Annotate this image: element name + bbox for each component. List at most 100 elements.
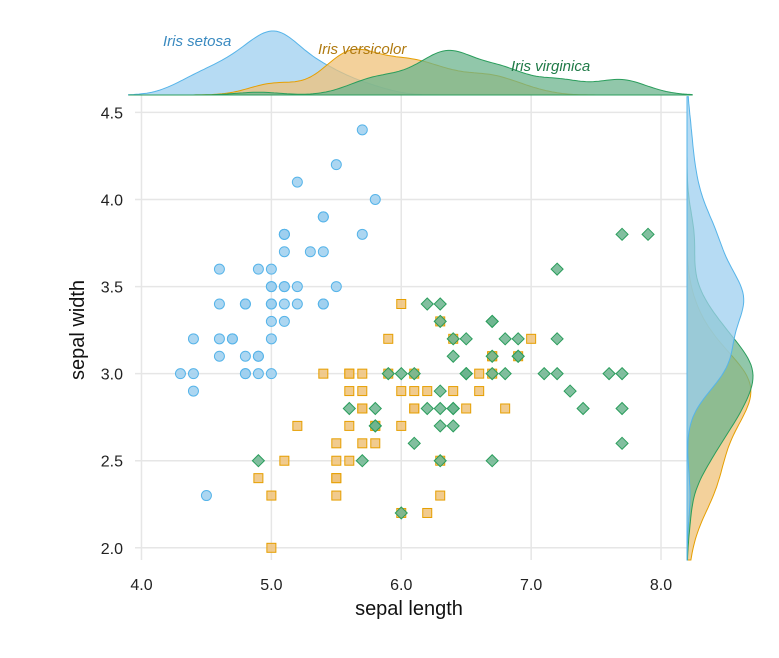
label-virginica: Iris virginica [511,58,590,75]
point-setosa [174,368,186,380]
point-versicolor [474,386,485,397]
point-versicolor [357,403,368,414]
point-setosa [356,124,368,136]
point-virginica [420,401,434,416]
y-tick-label: 4.0 [101,192,123,209]
point-setosa [265,281,277,293]
point-setosa [187,368,199,380]
point-versicolor [279,455,290,466]
point-versicolor [266,542,277,553]
point-versicolor [526,333,537,344]
point-versicolor [461,403,472,414]
point-virginica [433,454,447,468]
point-setosa [200,490,212,502]
point-versicolor [422,386,433,397]
y-tick-label: 4.5 [101,105,123,122]
point-virginica [433,314,447,329]
point-virginica [511,349,525,363]
point-virginica [446,401,460,416]
point-versicolor [396,298,407,309]
point-virginica [641,227,655,242]
right-marginal-density [686,96,754,561]
point-setosa [265,263,277,275]
point-versicolor [396,420,407,431]
point-setosa [265,298,277,310]
scatter-points [174,124,655,553]
point-setosa [278,315,290,327]
point-setosa [239,350,251,362]
top-density-virginica [128,49,693,96]
point-versicolor [344,420,355,431]
x-tick-label: 7.0 [520,577,542,594]
point-setosa [265,333,277,345]
y-tick-labels: 2.0 2.5 3.0 3.5 4.0 4.5 [101,105,123,557]
point-virginica [446,332,460,346]
point-virginica [459,366,473,381]
point-versicolor [344,368,355,379]
point-virginica [433,384,447,398]
point-setosa [278,228,290,240]
point-setosa [291,176,303,188]
point-versicolor [344,386,355,397]
point-virginica [433,401,447,416]
point-virginica [368,419,382,433]
point-virginica [550,366,564,381]
label-setosa: Iris setosa [163,33,231,50]
point-setosa [239,368,251,380]
point-versicolor [409,403,420,414]
point-virginica [407,436,421,451]
point-virginica [550,262,564,276]
point-versicolor [396,386,407,397]
point-versicolor [253,473,264,484]
point-virginica [511,332,525,346]
point-virginica [485,314,499,329]
point-virginica [485,366,499,381]
y-axis-title: sepal width [67,280,89,380]
point-virginica [498,366,512,381]
point-setosa [278,281,290,293]
point-setosa [369,193,381,205]
label-versicolor: Iris versicolor [318,41,407,58]
point-versicolor [266,490,277,501]
point-setosa [278,298,290,310]
point-virginica [355,454,370,468]
point-setosa [265,315,277,327]
point-virginica [615,227,629,242]
species-labels: Iris setosa Iris versicolor Iris virgini… [163,33,590,75]
point-virginica [602,366,616,381]
x-axis-title: sepal length [355,598,463,620]
point-setosa [213,263,225,275]
point-virginica [576,401,590,416]
point-versicolor [383,333,394,344]
point-setosa [330,159,342,171]
point-virginica [485,454,499,468]
point-setosa [317,246,329,258]
point-virginica [615,436,629,451]
point-versicolor [344,455,355,466]
point-virginica [459,332,473,346]
point-versicolor [357,368,368,379]
point-virginica [615,401,629,416]
point-versicolor [448,386,459,397]
point-setosa [291,281,303,293]
point-virginica [342,401,357,416]
point-virginica [368,401,382,416]
point-versicolor [409,386,420,397]
point-virginica [407,366,421,381]
point-versicolor [422,507,433,518]
point-setosa [187,385,199,397]
y-tick-label: 2.0 [101,541,123,558]
point-virginica [446,419,460,433]
point-virginica [537,366,551,381]
point-setosa [187,333,199,345]
point-versicolor [357,386,368,397]
point-virginica [446,349,460,363]
point-versicolor [318,368,329,379]
point-setosa [213,298,225,310]
x-tick-labels: 4.0 5.0 6.0 7.0 8.0 [130,577,672,594]
point-versicolor [435,490,446,501]
point-setosa [213,333,225,345]
point-versicolor [331,473,342,484]
point-setosa [317,211,329,223]
